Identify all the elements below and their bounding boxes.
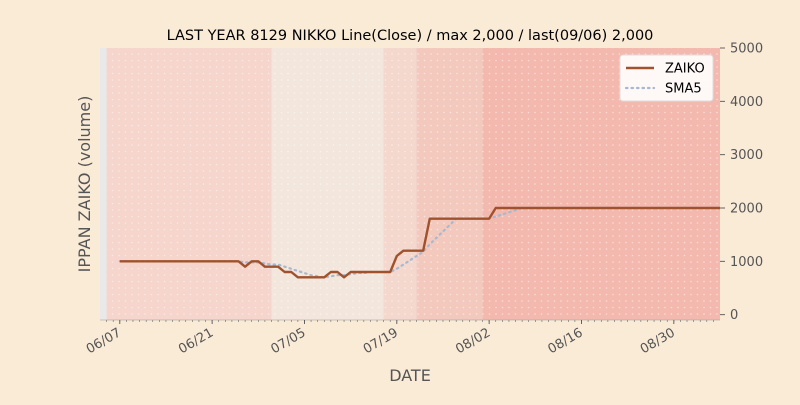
- y-tick-label: 2000: [730, 202, 763, 217]
- dot-overlay: [106, 48, 720, 320]
- y-tick-label: 5000: [730, 42, 763, 57]
- y-axis-label: IPPAN ZAIKO (volume): [75, 96, 94, 273]
- chart-title: LAST YEAR 8129 NIKKO Line(Close) / max 2…: [167, 28, 654, 44]
- y-axis: 0 1000 2000 3000 4000 5000: [720, 42, 763, 323]
- series-layer: [118, 206, 722, 279]
- y-tick-label: 4000: [730, 95, 763, 110]
- legend-box: [619, 54, 714, 102]
- y-tick-label: 1000: [730, 255, 763, 270]
- series-zaiko-line: [119, 206, 720, 279]
- legend-label-zaiko: ZAIKO: [665, 62, 705, 77]
- x-axis-label: DATE: [389, 366, 431, 385]
- legend-label-sma5: SMA5: [665, 82, 702, 97]
- legend: ZAIKO SMA5: [619, 54, 714, 102]
- background-dot-pattern: [106, 48, 720, 320]
- y-tick-label: 3000: [730, 148, 763, 163]
- y-tick-label: 0: [730, 308, 738, 323]
